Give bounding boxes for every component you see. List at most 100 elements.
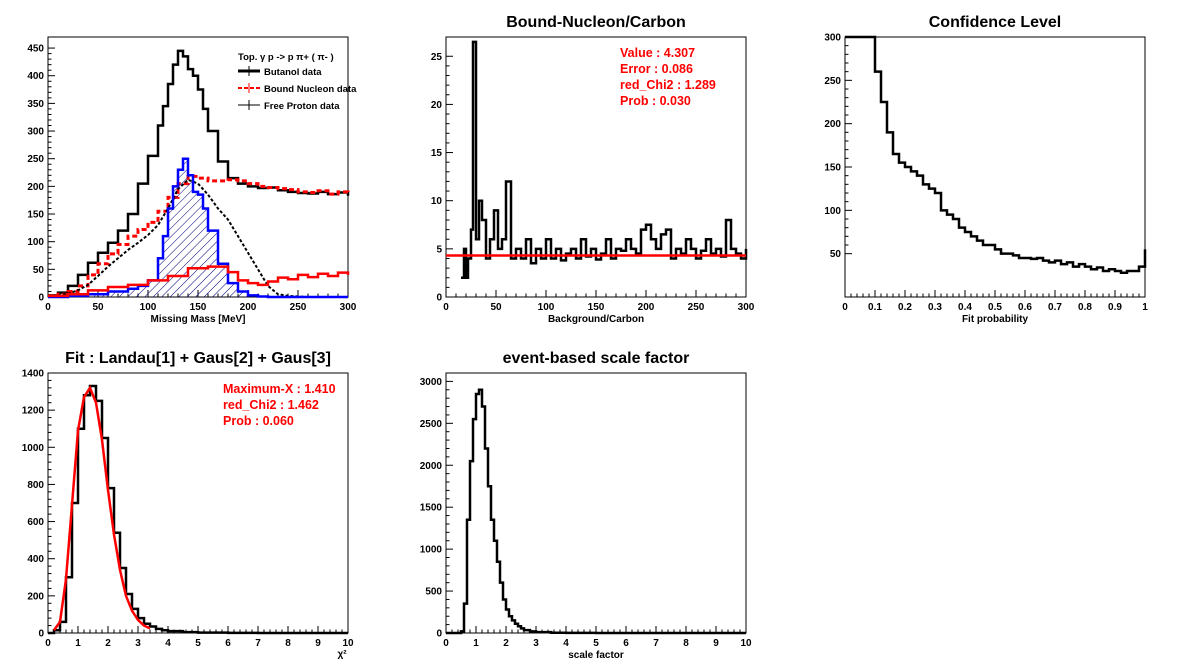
x-tick-label: 100 (538, 302, 555, 313)
chart-title: event-based scale factor (503, 350, 690, 367)
y-tick-label: 5 (436, 244, 442, 255)
x-tick-label: 100 (140, 302, 157, 313)
y-tick-label: 350 (27, 99, 44, 110)
annotation-text: red_Chi2 : 1.462 (223, 398, 319, 412)
series-line-0 (48, 49, 350, 297)
legend-entry: Bound Nucleon data (264, 84, 357, 95)
y-tick-label: 400 (27, 71, 44, 82)
y-tick-label: 250 (27, 154, 44, 165)
y-tick-label: 1000 (420, 545, 443, 556)
x-tick-label: 10 (740, 638, 752, 649)
y-tick-label: 50 (830, 249, 842, 260)
x-tick-label: 50 (490, 302, 502, 313)
x-tick-label: 300 (340, 302, 357, 313)
x-tick-label: 0.2 (898, 302, 912, 313)
x-tick-label: 1 (1142, 302, 1148, 313)
y-tick-label: 2000 (420, 461, 443, 472)
x-tick-label: 200 (240, 302, 257, 313)
x-tick-label: 3 (533, 638, 539, 649)
plot-frame (47, 372, 349, 634)
x-tick-label: 9 (713, 638, 719, 649)
series-line-0 (446, 388, 746, 635)
y-tick-label: 200 (27, 591, 44, 602)
y-tick-label: 0 (38, 293, 44, 304)
y-tick-label: 0 (436, 629, 442, 640)
x-tick-label: 0.1 (868, 302, 882, 313)
x-tick-label: 250 (290, 302, 307, 313)
x-tick-label: 300 (738, 302, 755, 313)
chart-panel-p4: Fit : Landau[1] + Gaus[2] + Gaus[3] 0 1 2 3 4… (22, 350, 354, 660)
x-tick-label: 4 (563, 638, 569, 649)
annotation-text: Error : 0.086 (620, 62, 693, 76)
x-tick-label: 50 (92, 302, 104, 313)
y-tick-label: 100 (824, 206, 841, 217)
x-tick-label: 2 (105, 638, 111, 649)
x-tick-label: 200 (638, 302, 655, 313)
legend-entry: Free Proton data (264, 101, 340, 112)
y-tick-label: 200 (27, 182, 44, 193)
x-tick-label: 4 (165, 638, 171, 649)
x-axis-label: Fit probability (962, 314, 1029, 325)
series-line-1 (52, 385, 151, 631)
y-tick-label: 25 (431, 52, 443, 63)
x-tick-label: 150 (588, 302, 605, 313)
series-fill (48, 158, 348, 297)
x-axis-label: Missing Mass [MeV] (150, 314, 245, 325)
y-tick-label: 3000 (420, 377, 443, 388)
legend-header: Top. γ p -> p π+ ( π- ) (238, 52, 334, 63)
y-tick-label: 450 (27, 44, 44, 55)
y-tick-label: 1400 (22, 369, 45, 380)
x-tick-label: 0.7 (1048, 302, 1062, 313)
x-tick-label: 0.4 (958, 302, 972, 313)
y-tick-label: 50 (33, 265, 45, 276)
y-tick-label: 400 (27, 554, 44, 565)
y-tick-label: 300 (824, 33, 841, 44)
x-tick-label: 0 (45, 302, 51, 313)
y-tick-label: 150 (27, 210, 44, 221)
y-tick-label: 150 (824, 163, 841, 174)
chart-title: Bound-Nucleon/Carbon (506, 14, 686, 31)
x-tick-label: 0.8 (1078, 302, 1092, 313)
series-line-0 (48, 384, 348, 635)
chart-panel-p5: event-based scale factor 0 1 2 3 4 5 6 7 8 9 10 0 500… (420, 350, 752, 661)
y-tick-label: 300 (27, 127, 44, 138)
chart-title: Fit : Landau[1] + Gaus[2] + Gaus[3] (65, 350, 331, 367)
y-tick-label: 10 (431, 196, 443, 207)
legend-entry: Butanol data (264, 67, 322, 78)
x-tick-label: 0 (443, 302, 449, 313)
series-line-0 (845, 35, 1147, 274)
annotation-text: Prob : 0.030 (620, 94, 691, 108)
x-tick-label: 0.9 (1108, 302, 1122, 313)
y-tick-label: 20 (431, 100, 443, 111)
x-tick-label: 7 (255, 638, 261, 649)
x-tick-label: 2 (503, 638, 509, 649)
x-tick-label: 8 (683, 638, 689, 649)
y-tick-label: 15 (431, 148, 443, 159)
y-tick-label: 1000 (22, 443, 45, 454)
chart-title: Confidence Level (929, 14, 1061, 31)
series-line-1 (48, 174, 350, 298)
x-tick-label: 5 (195, 638, 201, 649)
annotation-text: Value : 4.307 (620, 46, 695, 60)
y-tick-label: 100 (27, 237, 44, 248)
x-tick-label: 1 (75, 638, 81, 649)
x-axis-label: χ² (337, 649, 347, 660)
y-tick-label: 0 (38, 629, 44, 640)
y-tick-label: 2500 (420, 419, 443, 430)
y-tick-label: 800 (27, 480, 44, 491)
y-tick-label: 250 (824, 76, 841, 87)
x-tick-label: 7 (653, 638, 659, 649)
chart-panel-p3: Confidence Level 0 0.1 0.2 0.3 0.4 0.5 0.6 0.7 0.… (824, 14, 1148, 325)
x-axis-label: Background/Carbon (548, 314, 644, 325)
annotation-text: Prob : 0.060 (223, 414, 294, 428)
y-tick-label: 0 (436, 293, 442, 304)
x-tick-label: 150 (190, 302, 207, 313)
series-line-0 (461, 40, 748, 279)
x-tick-label: 0.5 (988, 302, 1002, 313)
y-tick-label: 200 (824, 119, 841, 130)
x-tick-label: 0 (443, 638, 449, 649)
series-line-4 (48, 265, 350, 298)
annotation-text: Maximum-X : 1.410 (223, 382, 336, 396)
x-axis-label: scale factor (568, 650, 624, 661)
